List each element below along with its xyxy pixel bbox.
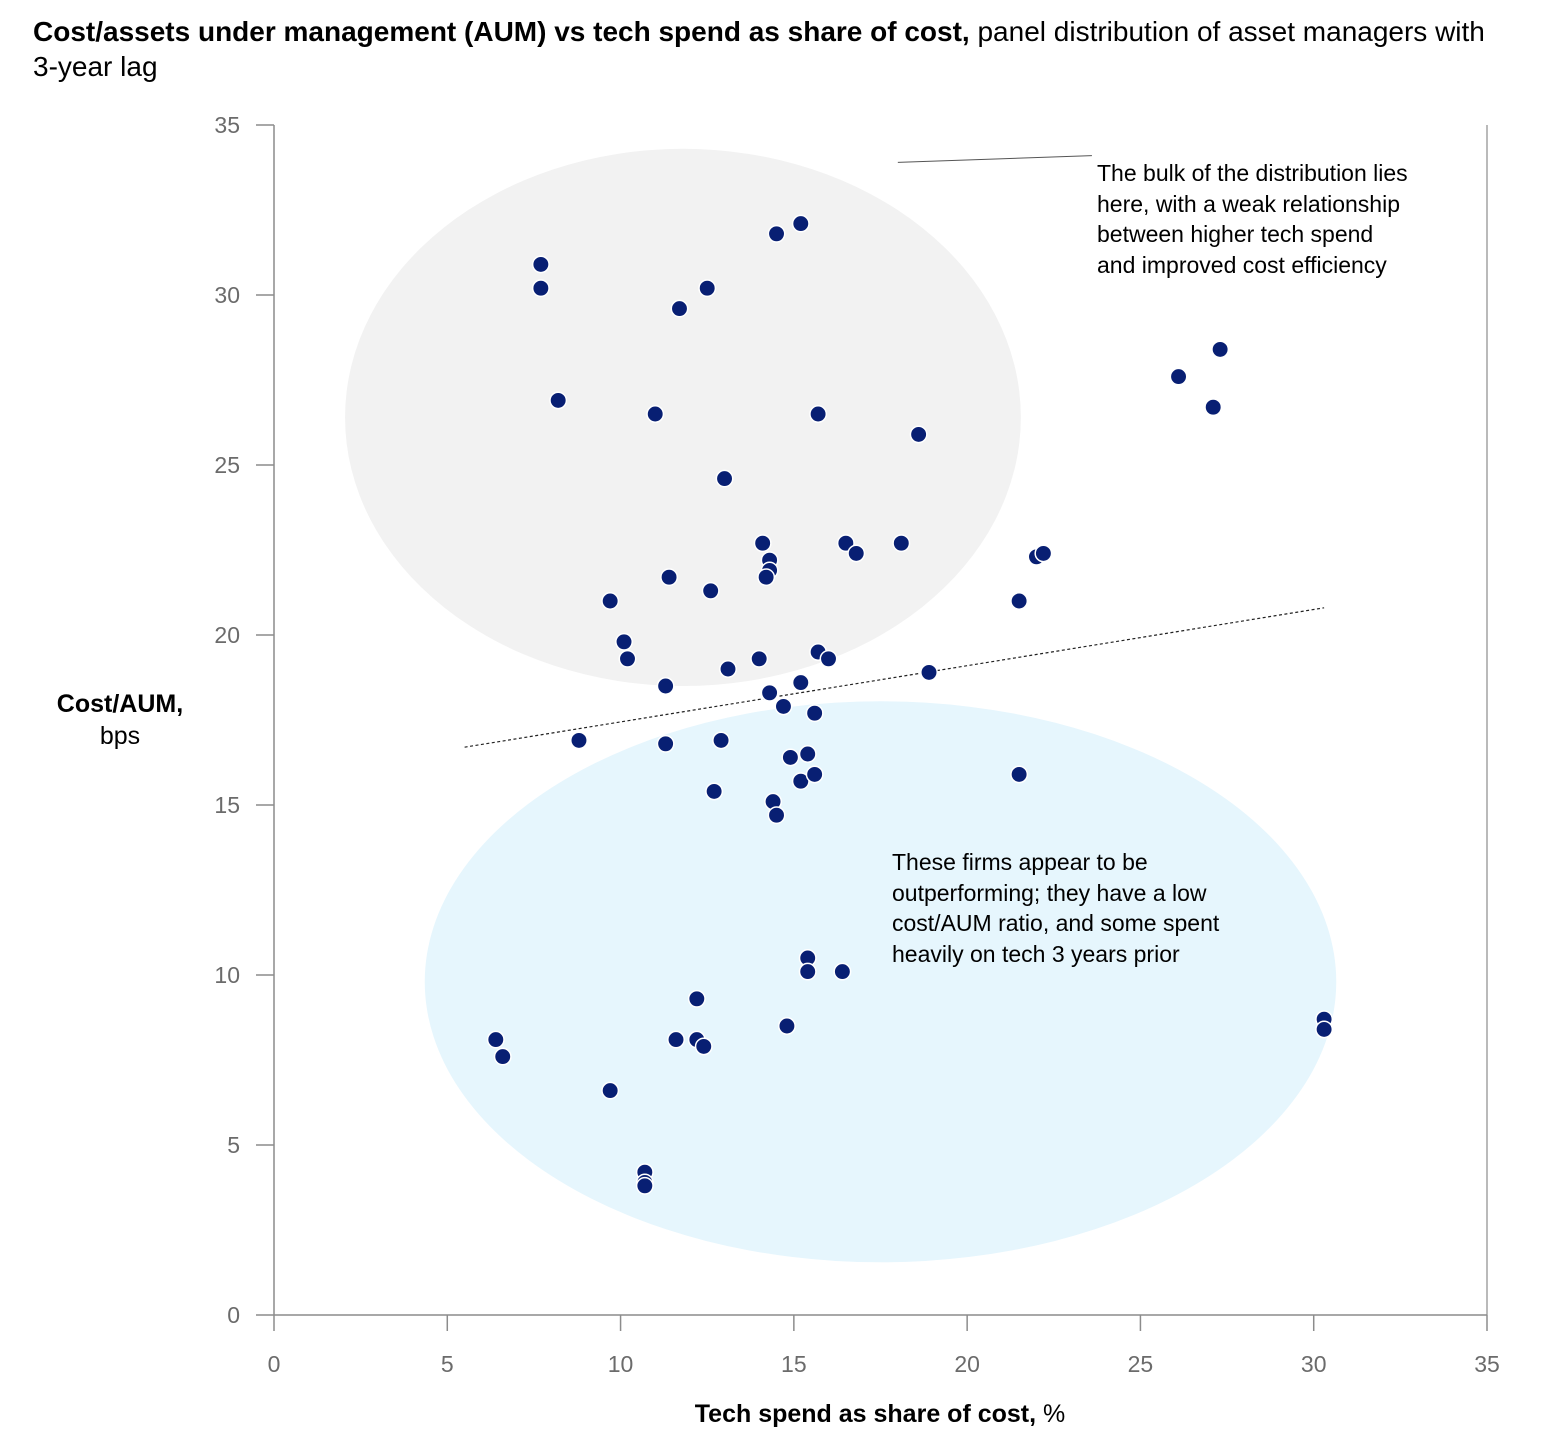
data-point bbox=[798, 962, 817, 981]
data-point bbox=[791, 673, 810, 692]
outperform-annotation-line: heavily on tech 3 years prior bbox=[892, 940, 1180, 967]
data-point bbox=[601, 592, 620, 610]
data-point bbox=[719, 660, 737, 678]
data-point bbox=[694, 1037, 713, 1056]
data-point bbox=[791, 214, 810, 233]
bulk-annotation-line: The bulk of the distribution lies bbox=[1097, 160, 1408, 186]
y-tick-label: 20 bbox=[214, 622, 240, 648]
region-outperformers bbox=[424, 701, 1337, 1263]
x-tick-label: 0 bbox=[268, 1351, 281, 1377]
y-axis-label: Cost/AUM, bps bbox=[20, 688, 220, 752]
y-tick-label: 35 bbox=[214, 112, 240, 138]
data-point bbox=[1010, 765, 1029, 784]
bulk-annotation: The bulk of the distribution lies here, … bbox=[1097, 158, 1517, 280]
data-point bbox=[601, 1081, 620, 1100]
bulk-annotation-line: between higher tech spend bbox=[1097, 221, 1374, 247]
chart-title-rest: panel distribution of asset managers wit… bbox=[33, 16, 1485, 82]
data-point bbox=[635, 1176, 654, 1195]
x-tick-label: 5 bbox=[441, 1351, 454, 1377]
y-axis-label-bold: Cost/AUM, bbox=[56, 690, 184, 718]
data-point bbox=[1211, 340, 1230, 359]
data-point bbox=[774, 697, 793, 716]
y-tick-label: 25 bbox=[214, 452, 240, 478]
data-point bbox=[777, 1017, 796, 1035]
data-point bbox=[701, 581, 720, 600]
data-point bbox=[687, 989, 706, 1008]
data-point bbox=[656, 734, 675, 753]
y-tick-label: 30 bbox=[214, 282, 240, 308]
data-point bbox=[1315, 1020, 1334, 1039]
trendline bbox=[464, 607, 1325, 748]
data-point bbox=[909, 425, 928, 444]
data-point bbox=[531, 255, 550, 274]
data-point bbox=[809, 405, 828, 423]
data-point bbox=[847, 544, 866, 563]
x-tick-label: 20 bbox=[954, 1351, 980, 1377]
outperform-annotation: These firms appear to be outperforming; … bbox=[892, 847, 1312, 969]
chart-title: Cost/assets under management (AUM) vs te… bbox=[33, 14, 1493, 84]
data-point bbox=[760, 683, 779, 702]
outperform-annotation-line: cost/AUM ratio, and some spent bbox=[892, 910, 1220, 936]
data-point bbox=[833, 962, 852, 981]
bulk-annotation-line: here, with a weak relationship bbox=[1097, 190, 1400, 217]
data-point bbox=[757, 568, 776, 587]
data-point bbox=[1010, 592, 1029, 610]
data-point bbox=[705, 782, 724, 801]
y-tick-label: 0 bbox=[227, 1302, 240, 1328]
axes-layer: 0 5 10 15 20 25 30 35 0 5 10 15 20 25 30 35 bbox=[214, 112, 1499, 1377]
data-point bbox=[781, 748, 800, 767]
data-point bbox=[753, 534, 772, 553]
x-tick-label: 30 bbox=[1301, 1351, 1327, 1377]
data-point bbox=[1204, 398, 1223, 417]
data-point bbox=[667, 1030, 685, 1049]
data-point bbox=[819, 649, 838, 668]
x-tick-label: 15 bbox=[781, 1351, 807, 1377]
y-axis-label-unit: bps bbox=[99, 722, 141, 750]
region-bulk bbox=[345, 148, 1021, 686]
data-point bbox=[767, 224, 786, 243]
data-point bbox=[549, 391, 568, 410]
chart-title-bold: Cost/assets under management (AUM) vs te… bbox=[33, 16, 970, 47]
x-axis-label: Tech spend as share of cost, % bbox=[580, 1398, 1180, 1430]
data-point bbox=[1034, 544, 1053, 563]
x-axis-label-unit: % bbox=[1036, 1400, 1066, 1428]
x-tick-label: 35 bbox=[1474, 1351, 1500, 1377]
data-point bbox=[715, 469, 734, 488]
data-point bbox=[656, 677, 675, 695]
data-point bbox=[618, 649, 637, 668]
bulk-annotation-line: and improved cost efficiency bbox=[1097, 251, 1387, 278]
data-point bbox=[798, 745, 817, 763]
data-point bbox=[615, 632, 633, 651]
data-point bbox=[670, 299, 689, 318]
data-point bbox=[531, 279, 550, 298]
data-point bbox=[570, 731, 588, 750]
data-point bbox=[486, 1030, 505, 1049]
x-axis-label-bold: Tech spend as share of cost, bbox=[694, 1400, 1037, 1428]
data-point bbox=[493, 1047, 512, 1066]
data-point bbox=[920, 663, 938, 682]
y-tick-label: 10 bbox=[214, 962, 240, 988]
annotation-pointer bbox=[897, 155, 1092, 163]
data-point bbox=[767, 806, 786, 825]
region-layer bbox=[345, 148, 1337, 1263]
data-point bbox=[1169, 367, 1188, 386]
y-tick-label: 5 bbox=[227, 1132, 240, 1158]
trendline-layer bbox=[464, 155, 1325, 748]
outperform-annotation-line: These firms appear to be bbox=[892, 849, 1148, 875]
x-tick-label: 10 bbox=[608, 1351, 634, 1377]
data-point bbox=[646, 405, 665, 423]
y-tick-label: 15 bbox=[214, 792, 240, 818]
data-point bbox=[660, 568, 679, 587]
x-tick-label: 25 bbox=[1128, 1351, 1154, 1377]
data-point bbox=[750, 649, 769, 668]
data-point bbox=[805, 765, 824, 784]
points-layer bbox=[486, 214, 1334, 1195]
data-point bbox=[805, 704, 824, 723]
data-point bbox=[712, 731, 731, 750]
outperform-annotation-line: outperforming; they have a low bbox=[892, 879, 1207, 906]
data-point bbox=[892, 534, 911, 553]
data-point bbox=[698, 279, 717, 298]
